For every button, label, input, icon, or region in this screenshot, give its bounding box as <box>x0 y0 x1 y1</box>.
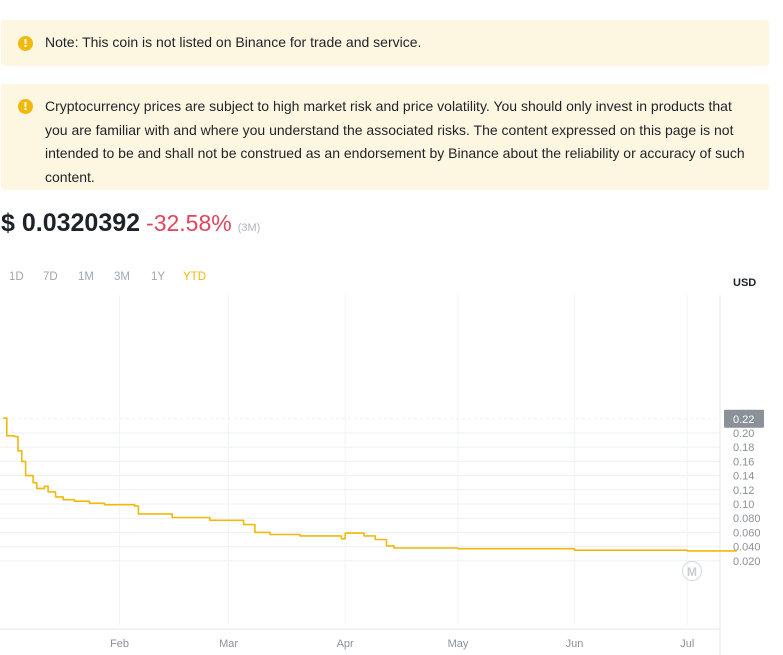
not-listed-notice: ! Note: This coin is not listed on Binan… <box>1 20 769 66</box>
currency-label: USD <box>733 277 757 289</box>
warning-icon: ! <box>18 99 33 114</box>
price-line <box>3 417 737 552</box>
tab-1y[interactable]: 1Y <box>151 271 166 283</box>
y-tick-label: 0.10 <box>733 499 754 511</box>
y-tick-label: 0.020 <box>733 556 761 568</box>
price-chart-svg[interactable]: 0.22 0.20 0.18 0.16 0.14 0.12 0.10 0.080 0.060 0.… <box>0 295 770 655</box>
y-tick-label: 0.18 <box>733 442 754 454</box>
y-tick-label: 0.040 <box>733 542 761 554</box>
x-tick-label: Mar <box>219 638 238 650</box>
warning-icon: ! <box>18 36 33 51</box>
tab-1m[interactable]: 1M <box>78 271 94 283</box>
y-tick-label: 0.060 <box>733 527 761 539</box>
not-listed-notice-text: Note: This coin is not listed on Binance… <box>45 34 422 50</box>
tab-7d[interactable]: 7D <box>43 271 58 283</box>
tab-ytd[interactable]: YTD <box>183 271 206 283</box>
risk-disclaimer-text: Cryptocurrency prices are subject to hig… <box>45 98 745 185</box>
y-tick-label: 0.14 <box>733 471 754 483</box>
x-tick-label: Jun <box>566 638 584 650</box>
price-change-percent: -32.58% <box>146 210 232 236</box>
current-price: $ 0.0320392 <box>1 209 141 237</box>
x-tick-label: May <box>448 638 469 650</box>
x-tick-label: Feb <box>110 638 129 650</box>
price-change-period: (3M) <box>237 222 261 234</box>
x-tick-label: Apr <box>337 638 354 650</box>
y-tick-label: 0.12 <box>733 485 754 497</box>
price-chart[interactable]: 0.22 0.20 0.18 0.16 0.14 0.12 0.10 0.080 0.060 0.… <box>0 295 770 655</box>
tab-1d[interactable]: 1D <box>9 271 24 283</box>
y-tick-label: 0.20 <box>733 428 754 440</box>
y-tick-label: 0.22 <box>733 414 754 426</box>
x-tick-label: Jul <box>680 638 694 650</box>
risk-disclaimer-notice: ! Cryptocurrency prices are subject to h… <box>1 84 769 190</box>
y-tick-highlight <box>724 409 764 428</box>
price-summary: $ 0.0320392 -32.58% (3M) <box>1 209 260 245</box>
y-tick-label: 0.16 <box>733 456 754 468</box>
tab-3m[interactable]: 3M <box>114 271 130 283</box>
y-tick-label: 0.080 <box>733 513 761 525</box>
watermark-logo-icon: M <box>682 561 702 581</box>
